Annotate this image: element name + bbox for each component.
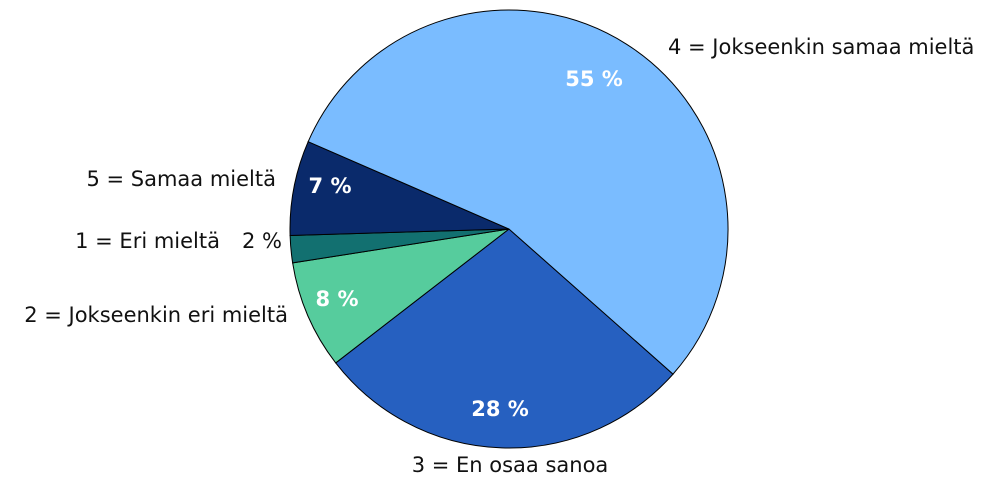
value-label: 28 % (471, 397, 529, 421)
value-label: 55 % (565, 67, 623, 91)
category-label: 3 = En osaa sanoa (412, 453, 609, 477)
value-label: 2 % (242, 229, 282, 253)
value-label: 8 % (316, 287, 359, 311)
pie-slice (335, 228, 674, 449)
pie-slice (292, 228, 510, 364)
category-label: 2 = Jokseenkin eri mieltä (24, 303, 288, 327)
category-label: 4 = Jokseenkin samaa mieltä (668, 35, 974, 59)
value-label: 7 % (309, 174, 352, 198)
category-label: 5 = Samaa mieltä (86, 167, 276, 191)
category-label: 1 = Eri mieltä (75, 229, 220, 253)
pie-slice (307, 9, 729, 375)
